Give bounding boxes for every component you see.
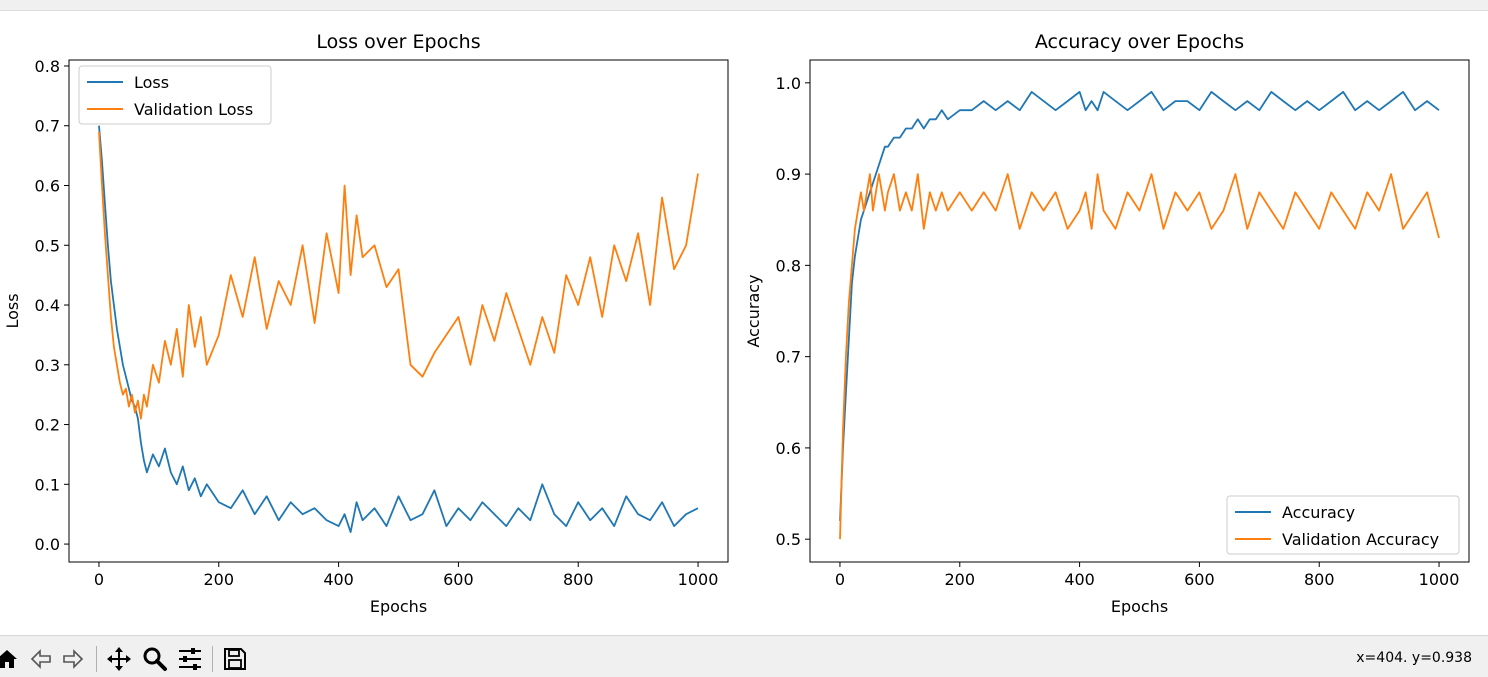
- back-button[interactable]: [26, 644, 56, 674]
- forward-button[interactable]: [58, 644, 88, 674]
- legend-box: [78, 65, 272, 125]
- legend-label: Accuracy: [1282, 503, 1355, 522]
- y-tick-label: 0.6: [35, 177, 60, 196]
- x-axis-label: Epochs: [370, 597, 427, 616]
- home-button[interactable]: [0, 644, 22, 674]
- magnifier-icon: [142, 646, 168, 672]
- x-tick-label: 600: [1184, 570, 1215, 589]
- legend-label: Validation Accuracy: [1282, 530, 1439, 549]
- cursor-coordinates: x=404. y=0.938: [1356, 650, 1472, 666]
- x-tick-label: 1000: [1419, 570, 1460, 589]
- y-tick-label: 0.0: [35, 535, 60, 554]
- y-tick-label: 0.1: [35, 475, 60, 494]
- axes-frame: [809, 59, 1470, 563]
- sliders-icon: [177, 646, 203, 672]
- toolbar-separator: [212, 646, 213, 672]
- axes-frame: [68, 59, 729, 563]
- x-tick-label: 200: [203, 570, 234, 589]
- move-icon: [106, 646, 132, 672]
- navigation-toolbar: x=404. y=0.938: [0, 635, 1488, 677]
- figure-canvas: 0 200 400 600 800 1000 0.0 0.1 0.2 0.3 0.4 0.5 0.6 0.…: [0, 11, 1488, 635]
- y-axis-label: Loss: [3, 293, 22, 328]
- home-icon: [0, 647, 19, 671]
- figure-svg: 0 200 400 600 800 1000 0.0 0.1 0.2 0.3 0.4 0.5 0.6 0.…: [3, 31, 1470, 616]
- x-tick-label: 800: [1304, 570, 1335, 589]
- y-tick-label: 0.8: [776, 256, 801, 275]
- x-tick-label: 400: [1064, 570, 1095, 589]
- x-tick-label: 800: [563, 570, 594, 589]
- y-tick-label: 0.7: [35, 117, 60, 136]
- y-tick-label: 0.5: [35, 236, 60, 255]
- back-arrow-icon: [29, 647, 53, 671]
- series-line-validation-accuracy: [839, 173, 1440, 540]
- save-button[interactable]: [220, 644, 250, 674]
- chart-2: 0 200 400 600 800 1000 0.5 0.6 0.7 0.8 0.9 1.0 Accur…: [744, 31, 1470, 616]
- pan-button[interactable]: [104, 644, 134, 674]
- series-line-validation-loss: [98, 131, 699, 420]
- x-tick-label: 0: [94, 570, 104, 589]
- series-line-accuracy: [839, 91, 1440, 521]
- legend-label: Loss: [134, 73, 169, 92]
- y-tick-label: 0.8: [35, 57, 60, 76]
- chart-title: Accuracy over Epochs: [1035, 31, 1244, 53]
- floppy-disk-icon: [222, 646, 248, 672]
- y-tick-label: 0.2: [35, 416, 60, 435]
- y-tick-label: 0.9: [776, 165, 801, 184]
- legend-box: [1226, 495, 1460, 555]
- legend: Loss Validation Loss: [78, 65, 272, 125]
- chart-title: Loss over Epochs: [316, 31, 480, 53]
- y-tick-label: 0.7: [776, 348, 801, 367]
- legend: Accuracy Validation Accuracy: [1226, 495, 1460, 555]
- zoom-button[interactable]: [140, 644, 170, 674]
- x-tick-label: 600: [443, 570, 474, 589]
- toolbar-separator: [96, 646, 97, 672]
- legend-label: Validation Loss: [134, 100, 253, 119]
- y-tick-label: 0.5: [776, 530, 801, 549]
- x-tick-label: 400: [323, 570, 354, 589]
- x-axis-label: Epochs: [1111, 597, 1168, 616]
- configure-subplots-button[interactable]: [175, 644, 205, 674]
- y-tick-label: 0.3: [35, 356, 60, 375]
- chart-1: 0 200 400 600 800 1000 0.0 0.1 0.2 0.3 0.4 0.5 0.6 0.…: [3, 31, 729, 616]
- y-tick-label: 0.6: [776, 439, 801, 458]
- y-axis-label: Accuracy: [744, 274, 763, 347]
- series-line-loss: [98, 125, 699, 533]
- x-tick-label: 200: [944, 570, 975, 589]
- x-tick-label: 0: [835, 570, 845, 589]
- x-tick-label: 1000: [678, 570, 719, 589]
- window-top-strip: [0, 0, 1488, 11]
- forward-arrow-icon: [61, 647, 85, 671]
- y-tick-label: 0.4: [35, 296, 60, 315]
- y-tick-label: 1.0: [776, 74, 801, 93]
